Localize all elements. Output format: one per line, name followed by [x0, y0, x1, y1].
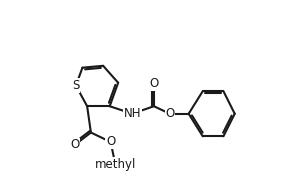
Text: O: O	[70, 138, 80, 151]
Text: O: O	[106, 135, 115, 149]
Text: methyl: methyl	[95, 158, 136, 171]
Text: O: O	[165, 107, 174, 120]
Text: NH: NH	[123, 107, 141, 120]
Text: S: S	[72, 79, 80, 92]
Text: O: O	[149, 77, 158, 90]
